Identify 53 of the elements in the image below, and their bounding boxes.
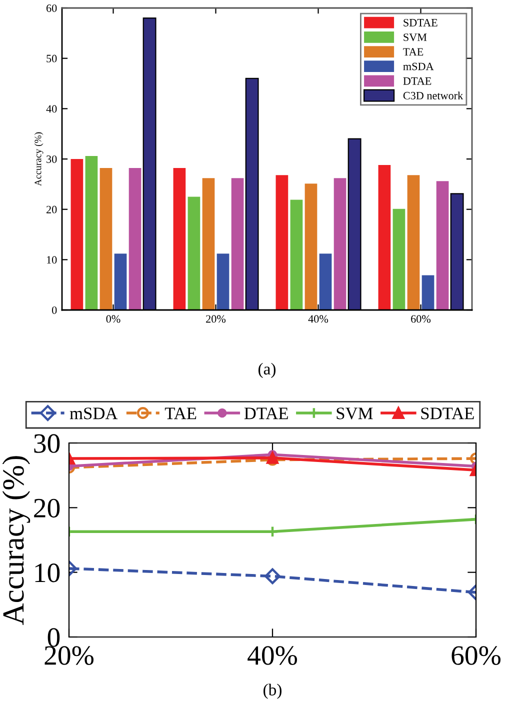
legend-label: TAE — [403, 48, 424, 56]
legend-label: DTAE — [244, 408, 288, 420]
legend-label: SVM — [336, 408, 373, 420]
bar — [378, 165, 391, 310]
x-tick-label: 40% — [308, 315, 328, 323]
legend-label: SDTAE — [421, 408, 474, 420]
y-tick-label: 10 — [35, 564, 60, 582]
bar — [128, 168, 142, 310]
bar — [231, 178, 244, 310]
y-tick-label: 20 — [46, 206, 57, 214]
bar — [276, 175, 288, 310]
bar — [392, 208, 406, 310]
text: (b) — [264, 684, 282, 699]
x-tick-label: 0% — [106, 315, 120, 323]
bar — [407, 175, 420, 310]
y-tick-label: 30 — [46, 155, 57, 163]
legend-label: mSDA — [403, 62, 434, 70]
legend-label: SVM — [404, 34, 427, 42]
text: (a) — [258, 362, 276, 378]
y-tick-label: 60 — [46, 4, 57, 12]
bar — [334, 178, 346, 310]
y-axis-title: Accuracy (%) — [2, 456, 30, 625]
x-tick-label: 60% — [452, 646, 501, 665]
x-tick-label: 60% — [411, 315, 431, 323]
bar — [85, 156, 98, 310]
bar — [304, 184, 318, 310]
legend-label: mSDA — [70, 408, 118, 420]
bar — [422, 275, 434, 310]
bar — [202, 178, 215, 310]
x-tick-label: 20% — [44, 646, 94, 665]
y-tick-label: 50 — [46, 54, 57, 62]
y-tick-label: 0 — [48, 628, 60, 647]
bar — [114, 254, 127, 310]
legend-label: C3D network — [403, 92, 464, 100]
bar — [188, 196, 200, 310]
bar — [100, 168, 112, 310]
bar — [436, 181, 449, 310]
y-axis-title: Accuracy (%) — [34, 132, 44, 186]
bar — [290, 200, 303, 310]
legend-label: TAE — [164, 408, 196, 420]
bar — [173, 168, 186, 310]
x-tick-label: 40% — [248, 646, 298, 665]
legend-label: SDTAE — [404, 18, 438, 26]
bar — [70, 159, 84, 310]
y-tick-label: 30 — [34, 434, 60, 453]
y-tick-label: 20 — [34, 498, 60, 518]
bar — [319, 254, 332, 310]
legend-label: DTAE — [403, 77, 432, 85]
y-tick-label: 10 — [47, 256, 57, 264]
y-tick-label: 40 — [46, 105, 57, 113]
y-tick-label: 0 — [52, 306, 57, 314]
bar — [216, 254, 230, 310]
x-tick-label: 20% — [206, 315, 226, 323]
